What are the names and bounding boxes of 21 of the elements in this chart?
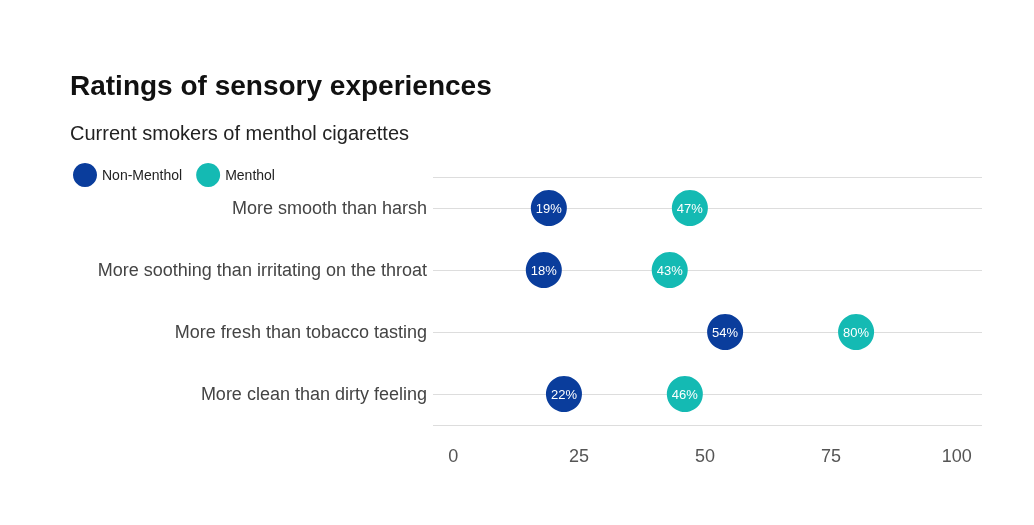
data-label: 54%: [712, 324, 739, 340]
y-tick-label: More soothing than irritating on the throat: [97, 260, 427, 280]
x-tick-label: 100: [941, 446, 972, 466]
x-tick-label: 25: [569, 446, 590, 466]
y-tick-label: More fresh than tobacco tasting: [174, 322, 427, 342]
data-label: 18%: [530, 262, 558, 278]
data-label: 46%: [671, 386, 699, 402]
data-label: 80%: [843, 324, 870, 340]
data-label: 19%: [535, 200, 563, 216]
x-tick-label: 50: [694, 446, 715, 466]
y-tick-label: More clean than dirty feeling: [200, 384, 427, 404]
data-label: 22%: [550, 386, 578, 402]
data-label: 43%: [656, 262, 684, 278]
x-tick-label: 75: [820, 446, 841, 466]
y-tick-label: More smooth than harsh: [231, 198, 427, 218]
text: Current smokers of menthol cigarettes: [70, 122, 410, 144]
legend-label: Menthol: [225, 167, 275, 183]
data-label: 47%: [676, 200, 704, 216]
legend-label: Non-Menthol: [102, 167, 183, 183]
chart-title: Ratings of sensory experiences: [70, 69, 492, 101]
x-tick-label: 0: [448, 446, 459, 466]
